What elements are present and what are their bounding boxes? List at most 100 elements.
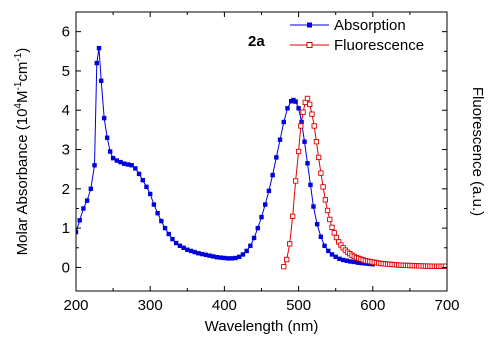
data-point	[263, 202, 268, 207]
data-point	[76, 229, 79, 235]
series-layer	[76, 45, 447, 270]
data-point	[229, 256, 235, 261]
data-point	[284, 256, 290, 263]
data-point	[311, 204, 316, 209]
series-line	[283, 97, 446, 267]
data-point	[122, 161, 127, 166]
data-point	[307, 101, 313, 107]
legend-label: Fluorescence	[334, 37, 424, 54]
data-point	[203, 252, 209, 258]
y-axis-title-part: )	[14, 48, 31, 53]
data-point	[277, 137, 283, 142]
data-point	[442, 263, 447, 269]
data-point	[285, 106, 290, 111]
data-point	[181, 245, 186, 250]
data-point	[337, 256, 342, 261]
data-point	[237, 254, 242, 260]
x-tick-label: 500	[286, 297, 311, 314]
data-point	[314, 221, 320, 227]
data-point	[114, 158, 120, 163]
compound-label: 2a	[248, 33, 265, 50]
y-axis-title-sup: -1	[13, 52, 24, 61]
data-point	[94, 60, 99, 66]
data-point	[96, 45, 102, 51]
data-point	[333, 234, 340, 241]
data-point	[211, 254, 216, 259]
data-point	[192, 249, 197, 255]
legend-marker	[307, 22, 312, 28]
data-point	[170, 236, 175, 242]
data-point	[136, 171, 142, 177]
x-tick-label: 300	[138, 297, 163, 314]
data-point	[155, 210, 160, 216]
y-tick-label: 0	[62, 259, 70, 276]
data-point	[104, 135, 110, 140]
data-point	[151, 202, 157, 207]
x-tick-label: 200	[63, 297, 88, 314]
data-point	[233, 255, 238, 261]
data-point	[348, 259, 353, 264]
series-absorption	[76, 45, 375, 267]
data-point	[320, 184, 326, 190]
data-point	[298, 123, 304, 129]
data-point	[300, 109, 306, 115]
y-tick-label: 4	[62, 102, 70, 119]
data-point	[352, 259, 357, 265]
data-point	[77, 218, 82, 223]
series-fluorescence	[281, 95, 447, 270]
data-point	[84, 198, 90, 203]
data-point	[281, 263, 287, 270]
data-point	[291, 97, 296, 103]
data-point	[92, 163, 97, 168]
data-point	[177, 243, 183, 249]
legend: Absorption Fluorescence	[290, 17, 424, 54]
ticks-layer: 200 300 400 500 600 700 0 1 2 3 4 5 6	[62, 12, 460, 314]
data-point	[331, 230, 337, 236]
secondary-y-axis-title: Fluorescence (a.u.)	[469, 87, 486, 216]
data-point	[199, 251, 205, 257]
x-tick-label: 700	[434, 297, 459, 314]
data-point	[244, 248, 249, 254]
data-point	[355, 260, 361, 265]
data-point	[288, 99, 294, 104]
y-axis-title-sup: 4	[13, 103, 24, 109]
data-point	[218, 255, 223, 260]
data-point	[81, 206, 86, 211]
data-point	[225, 256, 231, 261]
data-point	[196, 251, 201, 256]
data-point	[259, 214, 264, 220]
data-point	[129, 163, 134, 168]
series-line	[76, 48, 373, 265]
data-point	[248, 243, 253, 249]
data-point	[324, 207, 331, 214]
y-tick-label: 2	[62, 181, 70, 198]
data-point	[110, 155, 116, 161]
data-point	[266, 188, 272, 193]
data-point	[304, 95, 311, 102]
data-point	[308, 182, 313, 188]
data-point	[222, 255, 227, 261]
data-point	[315, 154, 322, 161]
data-point	[118, 159, 123, 165]
y-axis-title-part: M	[14, 91, 31, 104]
x-axis-title: Wavelength (nm)	[205, 318, 319, 335]
data-point	[305, 161, 310, 166]
data-point	[255, 225, 260, 231]
data-point	[327, 216, 333, 223]
y-tick-label: 6	[62, 24, 70, 41]
data-point	[302, 139, 307, 144]
data-point	[322, 243, 327, 249]
data-point	[274, 155, 279, 160]
data-point	[311, 123, 317, 129]
data-point	[140, 177, 145, 183]
data-point	[173, 240, 179, 246]
data-point	[270, 172, 275, 178]
y-axis-title-part: Molar Absorbance (10	[14, 109, 31, 256]
y-tick-label: 1	[62, 220, 70, 237]
y-axis-title-part: cm	[14, 62, 31, 82]
data-point	[313, 139, 320, 145]
data-point	[251, 235, 257, 241]
data-point	[329, 224, 335, 230]
data-point	[326, 248, 331, 254]
